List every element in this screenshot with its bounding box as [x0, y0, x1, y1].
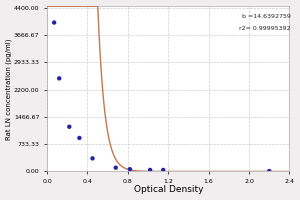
- Point: [90, 157, 95, 160]
- Point: [113, 166, 118, 169]
- Point: [267, 169, 272, 173]
- Point: [161, 168, 166, 172]
- Point: [52, 21, 57, 24]
- Point: [57, 77, 62, 80]
- Y-axis label: Rat LN concentration (pg/ml): Rat LN concentration (pg/ml): [6, 38, 12, 140]
- Point: [148, 168, 152, 172]
- X-axis label: Optical Density: Optical Density: [134, 185, 203, 194]
- Point: [128, 168, 132, 171]
- Point: [67, 125, 72, 128]
- Text: r2= 0.99995392: r2= 0.99995392: [239, 26, 291, 31]
- Point: [77, 136, 82, 140]
- Text: b =14.6392759: b =14.6392759: [242, 14, 291, 19]
